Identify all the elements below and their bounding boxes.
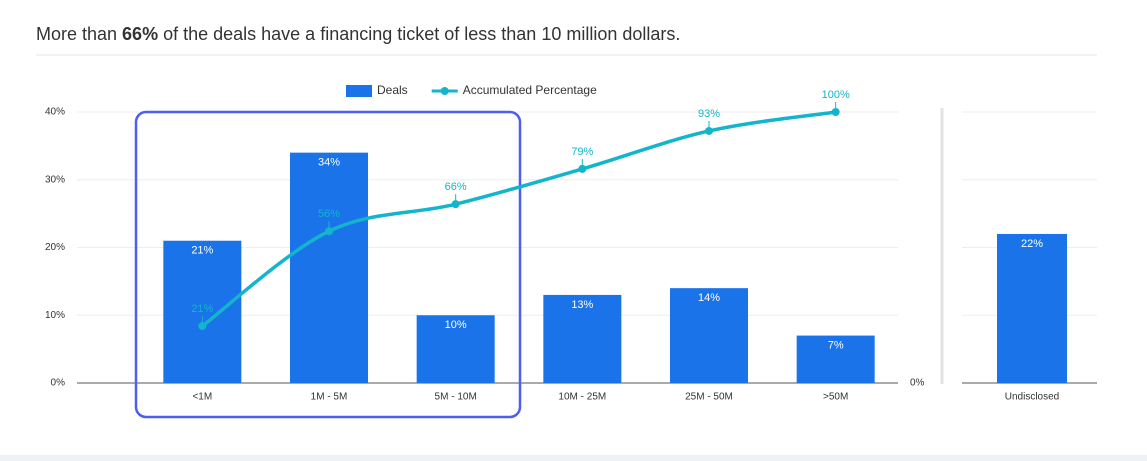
bar [163,240,242,383]
y2-tick-label: 0% [910,378,925,389]
x-tick-label: <1M [192,392,212,403]
y-tick-label: 30% [45,174,65,185]
line-value-label: 56% [318,208,340,220]
line-value-label: 21% [191,303,213,315]
bar [796,335,875,383]
footer-strip [0,455,1147,461]
title-text: of the deals have a financing ticket of … [158,24,681,44]
legend-label: Accumulated Percentage [463,83,597,97]
bar-value-label: 21% [191,245,213,257]
legend-swatch [440,87,449,95]
line-value-label: 93% [698,108,720,120]
chart-title: More than 66% of the deals have a financ… [36,24,680,45]
y-tick-label: 0% [51,378,66,389]
y-tick-label: 10% [45,310,65,321]
bar [416,315,495,383]
line-value-label: 66% [445,181,467,193]
y-tick-label: 40% [45,107,65,118]
x-tick-label: 1M - 5M [311,392,348,403]
bar-value-label: 10% [445,319,467,331]
highlight-box [134,110,522,419]
bar [670,288,748,383]
title-text: More than [36,24,123,44]
bar-value-label: 13% [571,299,593,311]
bar-value-label: 22% [1021,238,1043,250]
bar-value-label: 7% [828,339,844,351]
title-bold: 66% [122,24,159,44]
bar [997,233,1067,383]
x-tick-label: 10M - 25M [558,392,606,403]
legend-swatch [346,85,372,97]
legend-label: Deals [377,83,408,97]
bar-value-label: 14% [698,292,720,304]
bar-value-label: 34% [318,157,340,169]
x-tick-label: 5M - 10M [435,392,477,403]
bar [543,294,622,383]
bar [290,152,368,383]
line [201,110,836,328]
y-tick-label: 20% [45,242,65,253]
x-tick-label: Undisclosed [1005,392,1059,403]
line-value-label: 79% [571,146,593,158]
x-tick-label: 25M - 50M [685,392,733,403]
x-tick-label: >50M [823,392,848,403]
line-value-label: 100% [822,89,850,101]
